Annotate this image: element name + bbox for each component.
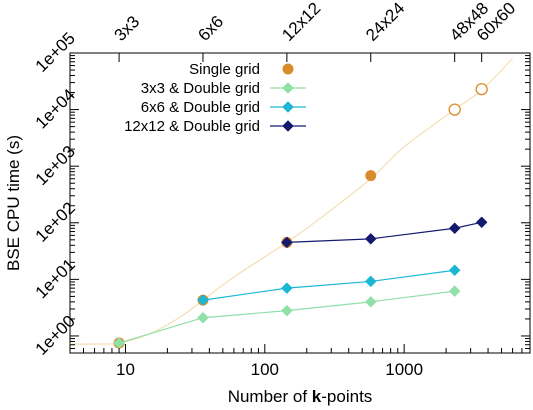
legend-label: Single grid xyxy=(189,61,260,78)
data-point xyxy=(448,222,461,235)
x-tick-label: 100 xyxy=(251,360,279,379)
data-point xyxy=(448,285,461,297)
legend-label: 3x3 & Double grid xyxy=(141,80,260,97)
y-tick-label: 1e+04 xyxy=(32,85,79,132)
legend-entry: 3x3 & Double grid xyxy=(141,80,306,97)
data-point xyxy=(365,170,377,182)
x-tick-label: 10 xyxy=(116,360,135,379)
series-1 xyxy=(113,285,461,349)
fit-curve-layer xyxy=(70,58,514,345)
data-point xyxy=(475,216,488,229)
legend-marker xyxy=(282,63,294,75)
top-tick-label: 24x24 xyxy=(362,0,408,45)
data-point xyxy=(364,232,377,245)
data-point xyxy=(281,236,293,249)
data-point-open xyxy=(475,82,488,96)
plot-frame xyxy=(69,52,531,354)
series-line xyxy=(202,269,455,301)
series-line xyxy=(118,290,455,344)
legend-marker xyxy=(282,101,294,113)
series-layer xyxy=(113,82,488,349)
top-tick-label: 3x3 xyxy=(110,12,143,45)
legend-label: 12x12 & Double grid xyxy=(124,118,260,135)
series-3 xyxy=(281,216,488,249)
fit-curve xyxy=(70,58,514,345)
legend-entry: Single grid xyxy=(189,61,294,78)
y-tick-label: 1e+00 xyxy=(32,312,79,359)
series-line xyxy=(286,221,482,244)
x-tick-label: 1000 xyxy=(385,360,423,379)
top-tick-label: 12x12 xyxy=(278,0,324,45)
x-axis-title-suffix: -points xyxy=(321,387,372,406)
legend-label: 6x6 & Double grid xyxy=(141,99,260,116)
data-point xyxy=(364,275,377,288)
legend: Single grid 3x3 & Double grid 6x6 & Double… xyxy=(124,61,306,135)
y-axis-title: BSE CPU time (s) xyxy=(4,135,23,271)
series-2 xyxy=(197,264,461,306)
data-point xyxy=(197,294,209,306)
ticks-layer: 10 100 1000 1e+00 1e+01 1e+02 1e+03 1e+04 1e+05 3… xyxy=(32,0,531,379)
y-tick-label: 1e+02 xyxy=(32,198,79,245)
legend-entry: 6x6 & Double grid xyxy=(141,99,306,116)
data-point-open xyxy=(448,103,461,116)
data-point xyxy=(197,311,209,324)
legend-marker xyxy=(282,120,294,132)
data-point xyxy=(364,296,377,308)
top-tick-label: 6x6 xyxy=(194,12,227,45)
legend-entry: 12x12 & Double grid xyxy=(124,118,306,135)
x-axis-title-bold: k xyxy=(312,387,322,406)
data-point xyxy=(281,282,293,294)
y-tick-label: 1e+05 xyxy=(32,29,79,76)
y-tick-label: 1e+03 xyxy=(32,142,79,189)
x-axis-title-prefix: Number of xyxy=(228,387,312,406)
legend-marker xyxy=(282,82,294,94)
data-point xyxy=(281,304,293,317)
y-tick-label: 1e+01 xyxy=(32,255,79,302)
data-point xyxy=(448,264,461,277)
x-axis-title: Number of k-points xyxy=(228,387,373,406)
